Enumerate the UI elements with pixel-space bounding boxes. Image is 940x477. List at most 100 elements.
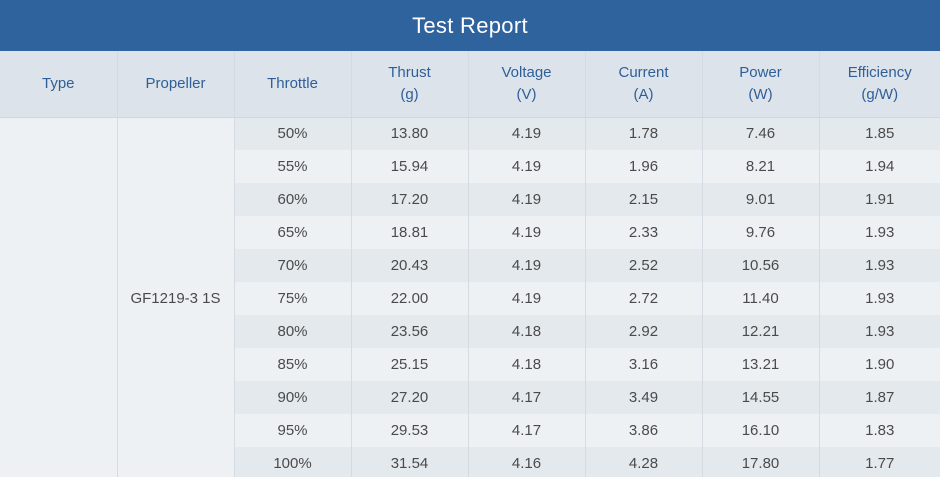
power-cell: 14.55: [702, 381, 820, 414]
current-cell: 2.33: [585, 216, 703, 249]
current-cell: 2.52: [585, 249, 703, 282]
table-row: 90% 27.20 4.17 3.49 14.55 1.87: [0, 381, 940, 414]
header-efficiency-label: Efficiency: [847, 63, 912, 81]
efficiency-cell: 1.93: [819, 249, 940, 282]
thrust-cell: 25.15: [351, 348, 469, 381]
power-cell: 10.56: [702, 249, 820, 282]
propeller-cell: GF1219-3 1S: [117, 117, 235, 477]
thrust-cell: 15.94: [351, 150, 469, 183]
current-cell: 2.72: [585, 282, 703, 315]
table-row: 60% 17.20 4.19 2.15 9.01 1.91: [0, 183, 940, 216]
thrust-cell: 23.56: [351, 315, 469, 348]
current-cell: 2.92: [585, 315, 703, 348]
header-throttle-label: Throttle: [267, 74, 318, 92]
current-cell: 1.78: [585, 117, 703, 150]
title-bar: Test Report: [0, 0, 940, 51]
header-voltage-label: Voltage: [501, 63, 552, 81]
efficiency-cell: 1.85: [819, 117, 940, 150]
header-thrust-label: Thrust: [388, 63, 431, 81]
power-cell: 13.21: [702, 348, 820, 381]
table-row: 65% 18.81 4.19 2.33 9.76 1.93: [0, 216, 940, 249]
power-cell: 8.21: [702, 150, 820, 183]
table-row: GF1219-3 1S 50% 13.80 4.19 1.78 7.46 1.8…: [0, 117, 940, 477]
table-row: 75% 22.00 4.19 2.72 11.40 1.93: [0, 282, 940, 315]
throttle-cell: 100%: [234, 447, 352, 477]
efficiency-cell: 1.93: [819, 282, 940, 315]
power-cell: 11.40: [702, 282, 820, 315]
throttle-cell: 95%: [234, 414, 352, 447]
header-current-label: Current: [618, 63, 669, 81]
header-efficiency-unit: (g/W): [861, 85, 899, 103]
voltage-cell: 4.16: [468, 447, 586, 477]
header-power-label: Power: [739, 63, 782, 81]
efficiency-cell: 1.90: [819, 348, 940, 381]
voltage-cell: 4.19: [468, 282, 586, 315]
current-cell: 2.15: [585, 183, 703, 216]
throttle-cell: 60%: [234, 183, 352, 216]
header-row: Type Propeller Throttle Thrust (g) Voltag…: [0, 51, 940, 118]
header-power-unit: (W): [748, 85, 773, 103]
thrust-cell: 22.00: [351, 282, 469, 315]
throttle-cell: 55%: [234, 150, 352, 183]
type-cell: [0, 117, 118, 477]
voltage-cell: 4.19: [468, 249, 586, 282]
header-current: Current (A): [585, 51, 703, 118]
voltage-cell: 4.18: [468, 348, 586, 381]
header-thrust: Thrust (g): [351, 51, 469, 118]
header-voltage: Voltage (V): [468, 51, 586, 118]
voltage-cell: 4.19: [468, 150, 586, 183]
throttle-cell: 70%: [234, 249, 352, 282]
thrust-cell: 31.54: [351, 447, 469, 477]
voltage-cell: 4.18: [468, 315, 586, 348]
power-cell: 12.21: [702, 315, 820, 348]
header-thrust-unit: (g): [400, 85, 419, 103]
thrust-cell: 29.53: [351, 414, 469, 447]
efficiency-cell: 1.77: [819, 447, 940, 477]
thrust-cell: 20.43: [351, 249, 469, 282]
power-cell: 16.10: [702, 414, 820, 447]
table-body: GF1219-3 1S 50% 13.80 4.19 1.78 7.46 1.8…: [0, 117, 940, 477]
table-row: 85% 25.15 4.18 3.16 13.21 1.90: [0, 348, 940, 381]
power-cell: 9.01: [702, 183, 820, 216]
voltage-cell: 4.19: [468, 117, 586, 150]
header-throttle: Throttle: [234, 51, 352, 118]
throttle-cell: 75%: [234, 282, 352, 315]
efficiency-cell: 1.91: [819, 183, 940, 216]
efficiency-cell: 1.87: [819, 381, 940, 414]
efficiency-cell: 1.93: [819, 315, 940, 348]
header-propeller: Propeller: [117, 51, 235, 118]
current-cell: 3.86: [585, 414, 703, 447]
power-cell: 7.46: [702, 117, 820, 150]
header-efficiency: Efficiency (g/W): [819, 51, 940, 118]
thrust-cell: 18.81: [351, 216, 469, 249]
thrust-cell: 17.20: [351, 183, 469, 216]
table-row: 100% 31.54 4.16 4.28 17.80 1.77: [0, 447, 940, 477]
voltage-cell: 4.19: [468, 216, 586, 249]
current-cell: 4.28: [585, 447, 703, 477]
power-cell: 17.80: [702, 447, 820, 477]
efficiency-cell: 1.83: [819, 414, 940, 447]
test-report-table: Type Propeller Throttle Thrust (g) Voltag…: [0, 51, 940, 477]
thrust-cell: 27.20: [351, 381, 469, 414]
current-cell: 1.96: [585, 150, 703, 183]
table-row: 70% 20.43 4.19 2.52 10.56 1.93: [0, 249, 940, 282]
header-type-label: Type: [41, 74, 75, 92]
header-power: Power (W): [702, 51, 820, 118]
voltage-cell: 4.17: [468, 381, 586, 414]
voltage-cell: 4.19: [468, 183, 586, 216]
efficiency-cell: 1.94: [819, 150, 940, 183]
header-voltage-unit: (V): [516, 85, 537, 103]
throttle-cell: 85%: [234, 348, 352, 381]
thrust-cell: 13.80: [351, 117, 469, 150]
throttle-cell: 65%: [234, 216, 352, 249]
throttle-cell: 90%: [234, 381, 352, 414]
table-row: 80% 23.56 4.18 2.92 12.21 1.93: [0, 315, 940, 348]
header-propeller-label: Propeller: [145, 74, 206, 92]
throttle-cell: 50%: [234, 117, 352, 150]
current-cell: 3.49: [585, 381, 703, 414]
header-type: Type: [0, 51, 118, 118]
table-row: 95% 29.53 4.17 3.86 16.10 1.83: [0, 414, 940, 447]
report-title: Test Report: [412, 12, 528, 38]
efficiency-cell: 1.93: [819, 216, 940, 249]
power-cell: 9.76: [702, 216, 820, 249]
